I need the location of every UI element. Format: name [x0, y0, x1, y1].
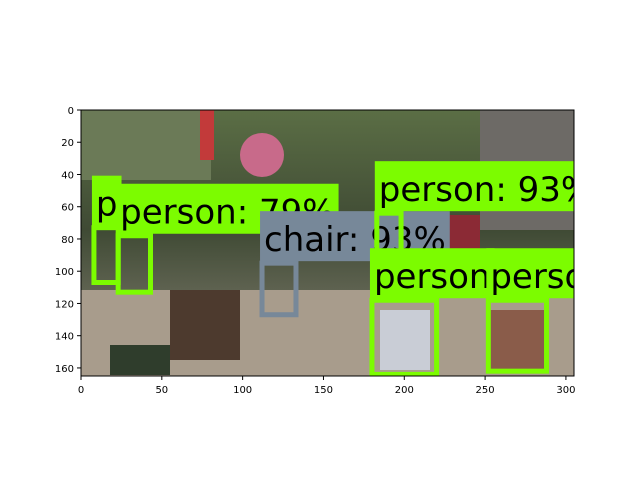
y-tick-label: 120: [55, 299, 74, 310]
y-tick-label: 160: [55, 364, 74, 375]
detections: p person: 79%chair: 93%person: 93%person p…: [91, 161, 593, 376]
label: person: 93%: [379, 170, 593, 210]
label-background: [486, 248, 574, 299]
axes-frame: [80, 109, 575, 377]
x-tick-label: 100: [233, 385, 252, 396]
bounding-box: [369, 297, 440, 376]
y-tick-label: 100: [55, 267, 74, 278]
label: perso: [490, 257, 585, 297]
y-tick-label: 0: [68, 106, 74, 117]
label: person: [374, 257, 491, 297]
y-tick-label: 40: [61, 170, 74, 181]
x-tick-label: 300: [556, 385, 575, 396]
y-tick-label: 80: [61, 235, 74, 246]
x-tick-label: 250: [476, 385, 495, 396]
bounding-box: [259, 260, 299, 318]
y-tick-label: 140: [55, 332, 74, 343]
y-tick-label: 60: [61, 203, 74, 214]
y-tick-label: 20: [61, 138, 74, 149]
x-tick-label: 50: [155, 385, 168, 396]
x-tick-label: 200: [395, 385, 414, 396]
label-background: [374, 161, 574, 212]
x-tick-label: 0: [78, 385, 84, 396]
label-background: [369, 248, 495, 299]
bounding-box: [115, 233, 154, 295]
x-tick-label: 150: [314, 385, 333, 396]
label: p: [96, 185, 118, 225]
bounding-box: [485, 297, 550, 374]
